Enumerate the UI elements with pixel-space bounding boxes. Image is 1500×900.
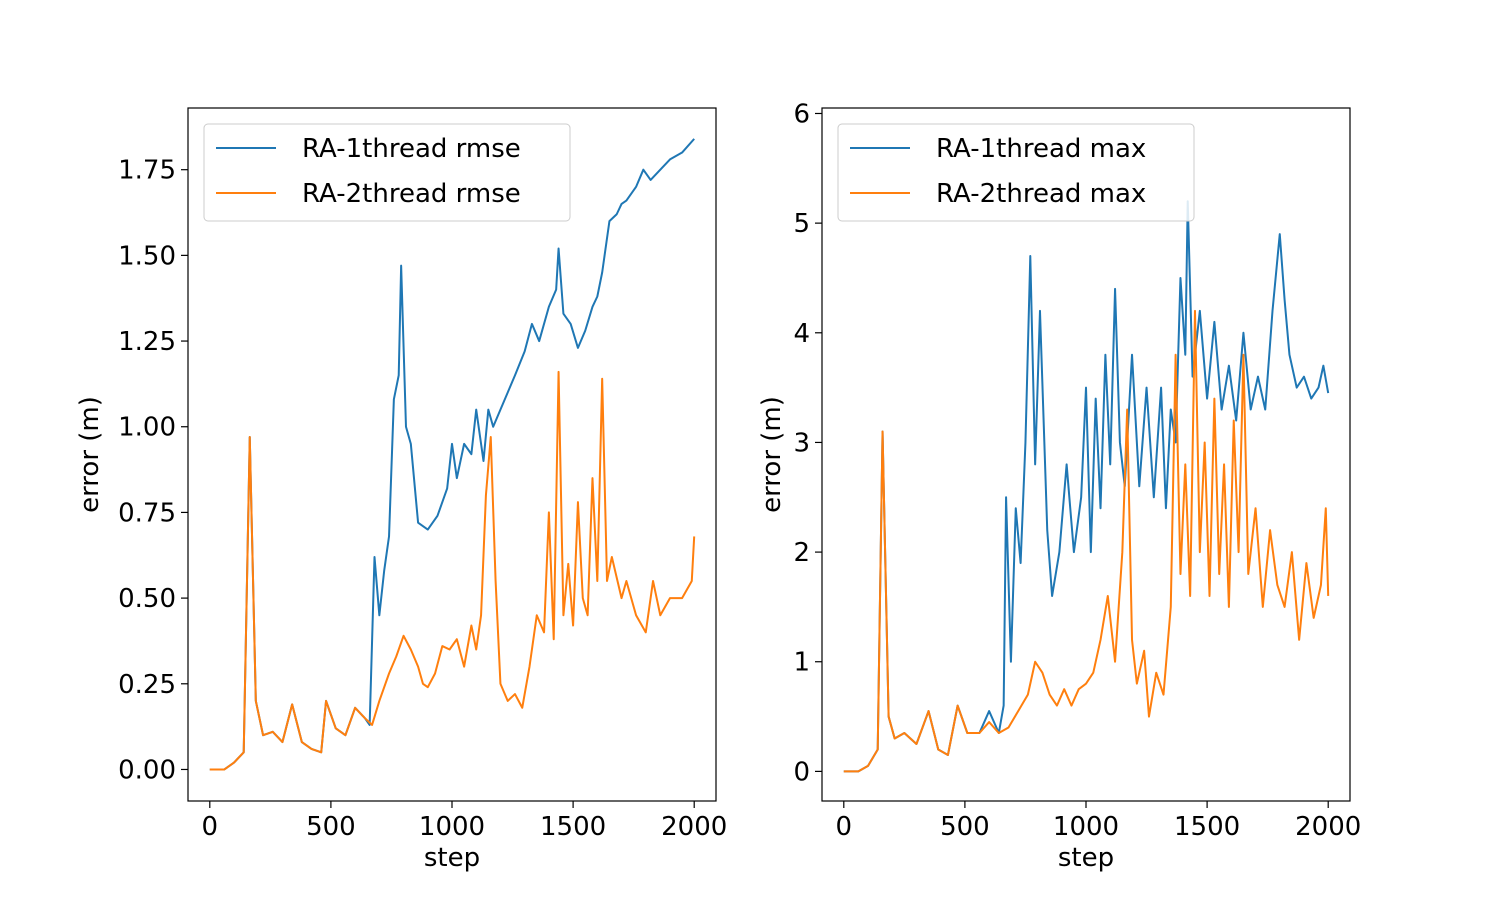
y-tick-label: 1.25 — [118, 327, 176, 357]
legend: RA-1thread max RA-2thread max — [837, 123, 1195, 222]
x-tick-label: 2000 — [661, 812, 727, 842]
y-axis-label: error (m) — [75, 396, 105, 513]
y-tick-label: 4 — [793, 319, 810, 349]
chart-max: 0 500 1000 1500 2000 0 1 2 3 4 5 6 step error (m) RA-1… — [757, 99, 1361, 873]
y-tick-label: 1.50 — [118, 241, 176, 271]
x-axis-label: step — [1058, 843, 1114, 873]
x-axis-label: step — [424, 843, 480, 873]
y-tick-label: 6 — [793, 99, 810, 129]
y-tick-label: 2 — [793, 538, 810, 568]
x-tick-label: 1000 — [1053, 812, 1119, 842]
series-line-2 — [209, 370, 696, 771]
legend-label-2: RA-2thread max — [936, 179, 1146, 209]
chart-rmse: 0 500 1000 1500 2000 0.00 0.25 0.50 0.75 1.00 1.25… — [75, 107, 727, 873]
x-tick-label: 500 — [940, 812, 990, 842]
legend-label-1: RA-1thread max — [936, 134, 1146, 164]
y-tick-label: 0 — [793, 757, 810, 787]
legend-label-2: RA-2thread rmse — [302, 179, 521, 209]
y-tick-label: 0.00 — [118, 755, 176, 785]
series-line-2 — [843, 309, 1330, 773]
y-tick-label: 0.25 — [118, 670, 176, 700]
x-tick-label: 1500 — [1174, 812, 1240, 842]
x-tick-label: 0 — [202, 812, 219, 842]
y-tick-label: 3 — [793, 428, 810, 458]
x-tick-label: 1000 — [419, 812, 485, 842]
y-tick-label: 1.75 — [118, 156, 176, 186]
legend-box — [837, 123, 1195, 222]
series-line-1 — [843, 200, 1330, 773]
x-tick-label: 0 — [836, 812, 853, 842]
y-tick-label: 1 — [793, 648, 810, 678]
legend-box — [203, 123, 571, 222]
x-tick-label: 2000 — [1295, 812, 1361, 842]
legend: RA-1thread rmse RA-2thread rmse — [203, 123, 571, 222]
series-line-1 — [209, 138, 695, 771]
y-axis-label: error (m) — [757, 396, 787, 513]
x-tick-label: 500 — [306, 812, 356, 842]
legend-label-1: RA-1thread rmse — [302, 134, 521, 164]
y-tick-label: 5 — [793, 209, 810, 239]
y-tick-label: 1.00 — [118, 413, 176, 443]
x-tick-label: 1500 — [540, 812, 606, 842]
y-tick-label: 0.50 — [118, 584, 176, 614]
y-tick-label: 0.75 — [118, 498, 176, 528]
